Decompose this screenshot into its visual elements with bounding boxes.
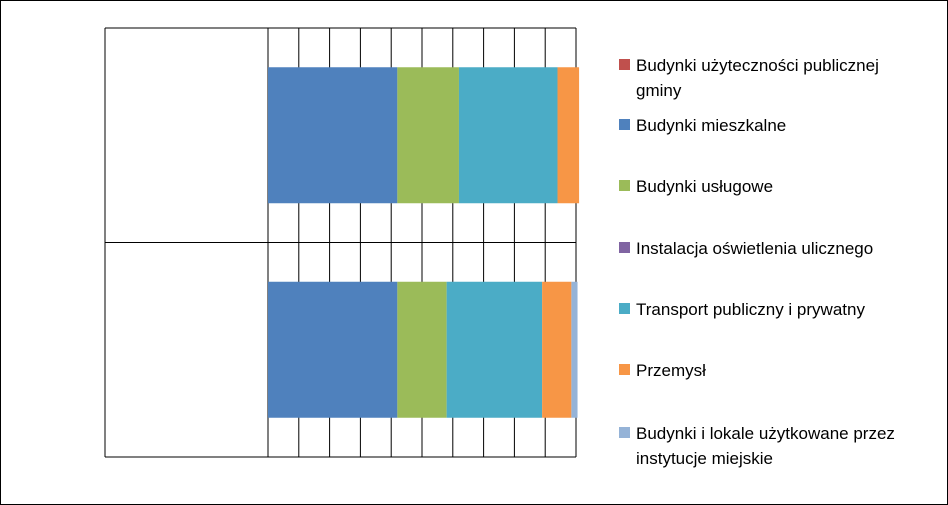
bar-segment-1-2 [397, 281, 447, 418]
bar-segment-0-4 [458, 67, 558, 204]
bar-segment-1-1 [268, 281, 398, 418]
legend-label: Budynki usługowe [636, 177, 773, 196]
legend: Budynki użyteczności publicznej gminy Budy… [619, 56, 895, 468]
legend-label: Przemysł [636, 361, 706, 380]
legend-label: Budynki i lokale użytkowane przez instytu… [636, 424, 895, 468]
bar-segment-0-2 [397, 67, 459, 204]
legend-label: Transport publiczny i prywatny [636, 300, 865, 319]
legend-swatch [619, 180, 630, 191]
legend-swatch [619, 119, 630, 130]
legend-label: Budynki użyteczności publicznej gminy [636, 56, 879, 100]
bars [268, 67, 580, 418]
legend-swatch [619, 242, 630, 253]
legend-label: Budynki mieszkalne [636, 116, 786, 135]
bar-segment-1-4 [446, 281, 543, 418]
bar-segment-0-1 [268, 67, 398, 204]
bar-segment-1-5 [542, 281, 572, 418]
bar-segment-0-5 [557, 67, 580, 204]
legend-swatch [619, 303, 630, 314]
legend-swatch [619, 364, 630, 375]
legend-label: Instalacja oświetlenia ulicznego [636, 239, 873, 258]
legend-swatch [619, 427, 630, 438]
bar-segment-1-6 [571, 281, 578, 418]
legend-swatch [619, 59, 630, 70]
